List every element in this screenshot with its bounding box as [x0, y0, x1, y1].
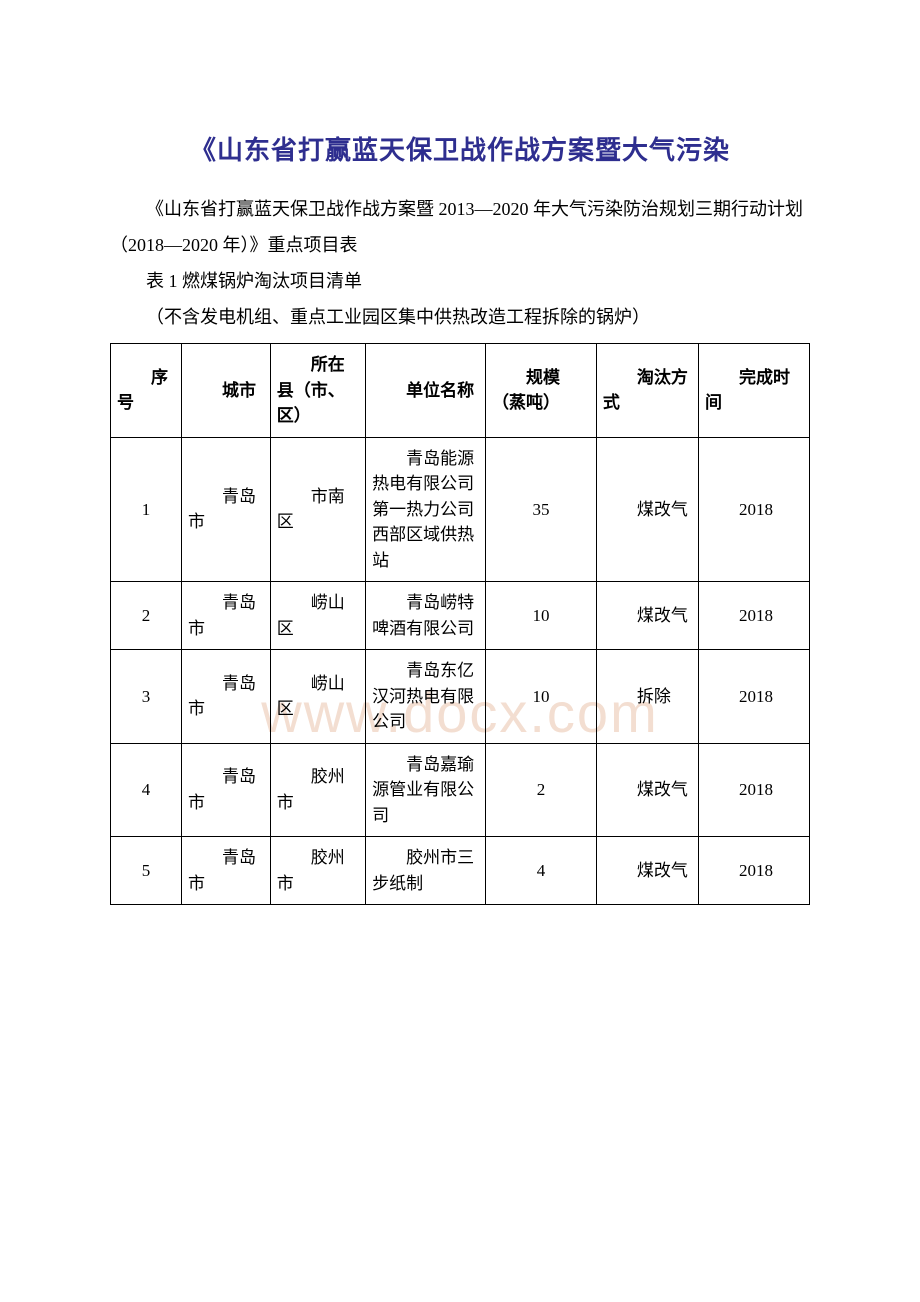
table-row: 1 青岛市 市南区 青岛能源热电有限公司第一热力公司西部区域供热站 35 煤改气… — [111, 437, 810, 582]
page-title: 《山东省打赢蓝天保卫战作战方案暨大气污染 — [110, 130, 810, 167]
cell-seq: 5 — [111, 837, 182, 905]
cell-unit: 胶州市三步纸制 — [372, 845, 479, 896]
cell-county: 市南区 — [277, 484, 359, 535]
cell-unit: 青岛嘉瑜源管业有限公司 — [372, 752, 479, 829]
cell-seq: 1 — [111, 437, 182, 582]
table-row: 4 青岛市 胶州市 青岛嘉瑜源管业有限公司 2 煤改气 2018 — [111, 743, 810, 837]
th-county: 所在县（市、区） — [277, 352, 359, 429]
project-table: 序号 城市 所在县（市、区） 单位名称 规模（蒸吨） 淘汰方式 完成时间 1 青… — [110, 343, 810, 905]
cell-city: 青岛市 — [188, 764, 264, 815]
cell-seq: 4 — [111, 743, 182, 837]
cell-city: 青岛市 — [188, 845, 264, 896]
paragraph-3: （不含发电机组、重点工业园区集中供热改造工程拆除的锅炉） — [110, 299, 810, 335]
cell-scale: 2 — [485, 743, 596, 837]
cell-time: 2018 — [705, 684, 803, 710]
paragraph-2: 表 1 燃煤锅炉淘汰项目清单 — [110, 263, 810, 299]
cell-city: 青岛市 — [188, 484, 264, 535]
table-body: 1 青岛市 市南区 青岛能源热电有限公司第一热力公司西部区域供热站 35 煤改气… — [111, 437, 810, 905]
cell-scale: 35 — [485, 437, 596, 582]
cell-method: 拆除 — [603, 684, 692, 710]
cell-method: 煤改气 — [603, 858, 692, 884]
cell-scale: 10 — [485, 650, 596, 744]
cell-seq: 3 — [111, 650, 182, 744]
paragraph-1: 《山东省打赢蓝天保卫战作战方案暨 2013—2020 年大气污染防治规划三期行动… — [110, 191, 810, 263]
cell-time: 2018 — [705, 777, 803, 803]
cell-time: 2018 — [705, 858, 803, 884]
th-seq: 序号 — [117, 365, 175, 416]
cell-county: 胶州市 — [277, 845, 359, 896]
cell-city: 青岛市 — [188, 671, 264, 722]
table-row: 5 青岛市 胶州市 胶州市三步纸制 4 煤改气 2018 — [111, 837, 810, 905]
th-city: 城市 — [188, 378, 264, 404]
cell-unit: 青岛崂特啤酒有限公司 — [372, 590, 479, 641]
cell-method: 煤改气 — [603, 777, 692, 803]
cell-unit: 青岛东亿汉河热电有限公司 — [372, 658, 479, 735]
cell-method: 煤改气 — [603, 497, 692, 523]
cell-time: 2018 — [705, 497, 803, 523]
cell-county: 胶州市 — [277, 764, 359, 815]
table-row: 3 青岛市 崂山区 青岛东亿汉河热电有限公司 10 拆除 2018 — [111, 650, 810, 744]
th-method: 淘汰方式 — [603, 365, 692, 416]
table-header-row: 序号 城市 所在县（市、区） 单位名称 规模（蒸吨） 淘汰方式 完成时间 — [111, 344, 810, 438]
cell-method: 煤改气 — [603, 603, 692, 629]
cell-county: 崂山区 — [277, 590, 359, 641]
cell-scale: 10 — [485, 582, 596, 650]
cell-scale: 4 — [485, 837, 596, 905]
cell-county: 崂山区 — [277, 671, 359, 722]
th-unit: 单位名称 — [372, 378, 479, 404]
cell-unit: 青岛能源热电有限公司第一热力公司西部区域供热站 — [372, 446, 479, 574]
th-scale: 规模（蒸吨） — [492, 365, 590, 416]
table-row: 2 青岛市 崂山区 青岛崂特啤酒有限公司 10 煤改气 2018 — [111, 582, 810, 650]
cell-time: 2018 — [705, 603, 803, 629]
th-time: 完成时间 — [705, 365, 803, 416]
cell-city: 青岛市 — [188, 590, 264, 641]
cell-seq: 2 — [111, 582, 182, 650]
